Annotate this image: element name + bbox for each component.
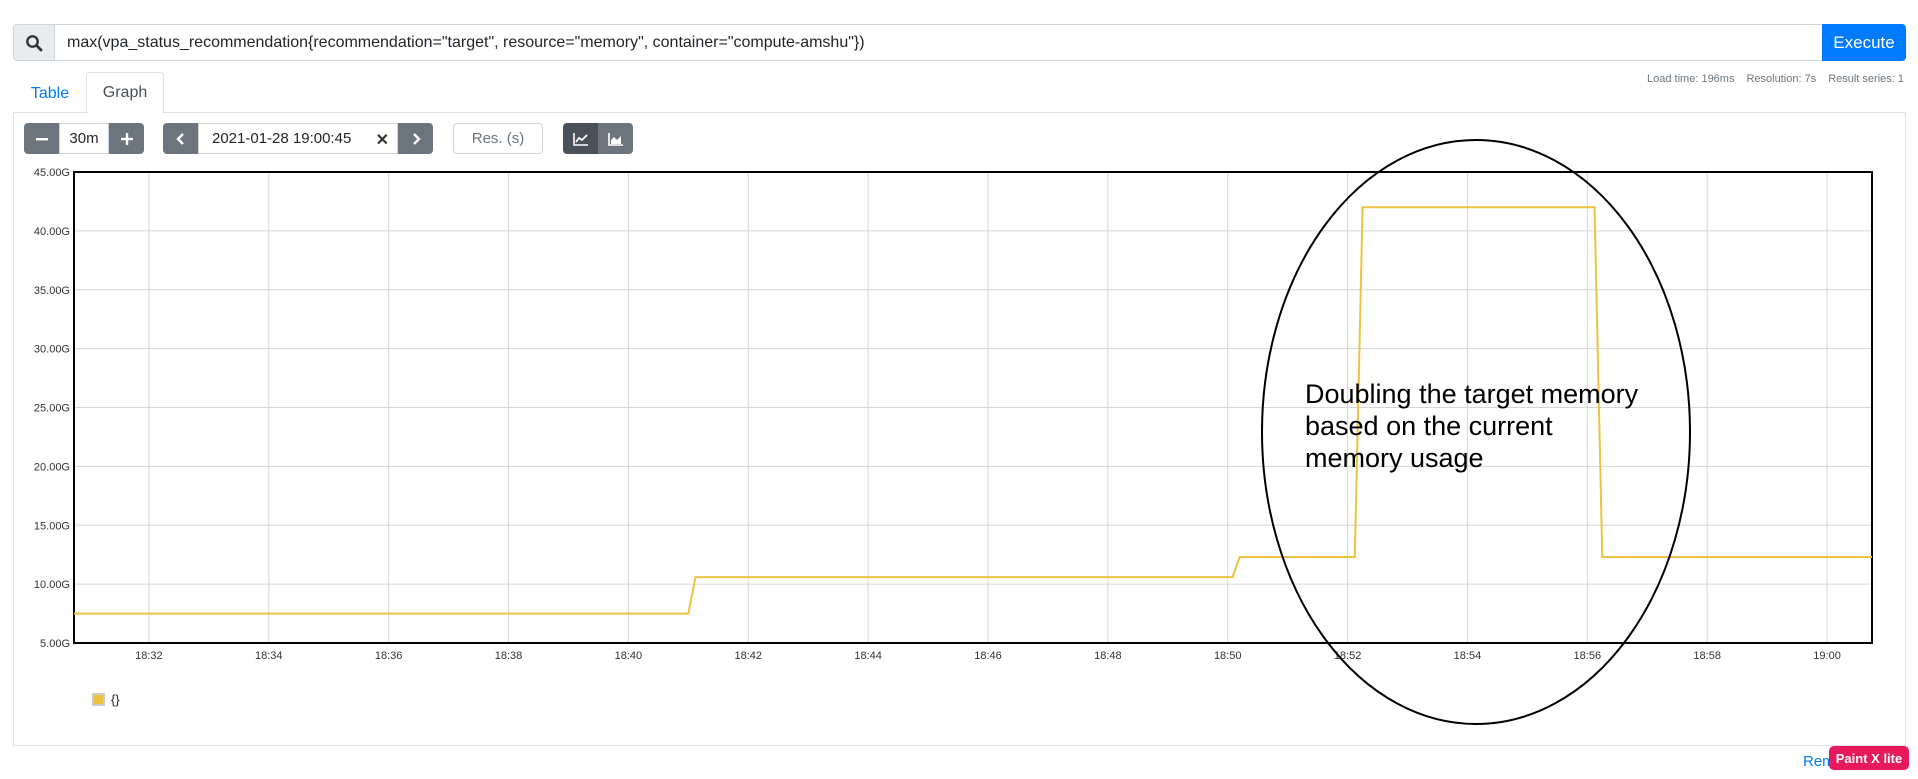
annotation-line: Doubling the target memory — [1305, 379, 1639, 409]
expression-input[interactable]: max(vpa_status_recommendation{recommenda… — [55, 24, 1822, 61]
x-tick-label: 18:58 — [1693, 650, 1721, 662]
resolution-input[interactable]: Res. (s) — [453, 123, 543, 154]
end-time-control: 2021-01-28 19:00:45 ✕ — [163, 123, 433, 154]
x-tick-label: 18:44 — [854, 650, 882, 662]
end-time-value: 2021-01-28 19:00:45 — [212, 130, 352, 147]
clear-icon[interactable]: ✕ — [375, 132, 389, 149]
x-tick-label: 18:50 — [1214, 650, 1242, 662]
annotation-line: based on the current — [1305, 411, 1553, 441]
range-control: 30m — [24, 123, 144, 154]
y-tick-label: 20.00G — [34, 461, 70, 473]
x-tick-label: 18:54 — [1454, 650, 1482, 662]
x-tick-label: 18:36 — [375, 650, 403, 662]
y-tick-label: 40.00G — [34, 226, 70, 238]
x-tick-label: 18:34 — [255, 650, 283, 662]
increase-range-button[interactable] — [109, 123, 144, 154]
chevron-right-icon — [412, 132, 421, 145]
tab-table[interactable]: Table — [30, 85, 70, 102]
graph-panel — [13, 112, 1906, 746]
y-tick-label: 30.00G — [34, 344, 70, 356]
result-series: Result series: 1 — [1828, 73, 1904, 85]
x-tick-label: 18:46 — [974, 650, 1002, 662]
reset-link[interactable]: Rem — [1803, 753, 1835, 770]
execute-button[interactable]: Execute — [1822, 24, 1906, 61]
query-stats: Load time: 196ms Resolution: 7s Result s… — [1647, 73, 1904, 85]
legend-label[interactable]: {} — [111, 692, 120, 707]
range-input[interactable]: 30m — [59, 123, 109, 154]
chevron-left-icon — [175, 132, 184, 145]
resolution: Resolution: 7s — [1746, 73, 1817, 85]
decrease-range-button[interactable] — [24, 123, 59, 154]
search-icon — [13, 24, 55, 61]
annotation-ellipse — [1261, 139, 1691, 725]
y-tick-label: 35.00G — [34, 285, 70, 297]
x-tick-label: 18:42 — [734, 650, 762, 662]
legend-swatch — [92, 693, 105, 706]
annotation-text: Doubling the target memory based on the … — [1305, 378, 1638, 474]
stacked-chart-button[interactable] — [598, 123, 633, 154]
annotation-line: memory usage — [1305, 443, 1484, 473]
plus-icon — [120, 132, 133, 145]
x-tick-label: 19:00 — [1813, 650, 1841, 662]
area-chart-icon — [607, 132, 623, 146]
line-chart-icon — [572, 132, 588, 146]
paint-x-lite-badge: Paint X lite — [1829, 746, 1909, 770]
y-tick-label: 5.00G — [40, 638, 70, 650]
y-tick-label: 45.00G — [34, 167, 70, 179]
series-line[interactable] — [74, 206, 1872, 615]
tab-graph[interactable]: Graph — [86, 72, 164, 114]
earlier-button[interactable] — [163, 123, 198, 154]
x-tick-label: 18:56 — [1574, 650, 1602, 662]
chart-type-toggle — [563, 123, 633, 154]
x-tick-label: 18:40 — [615, 650, 643, 662]
load-time: Load time: 196ms — [1647, 73, 1735, 85]
x-tick-label: 18:38 — [495, 650, 523, 662]
line-chart-button[interactable] — [563, 123, 598, 154]
x-tick-label: 18:48 — [1094, 650, 1122, 662]
query-bar: max(vpa_status_recommendation{recommenda… — [13, 24, 1906, 61]
x-tick-label: 18:32 — [135, 650, 163, 662]
y-tick-label: 25.00G — [34, 403, 70, 415]
plot-frame — [73, 171, 1873, 644]
end-time-input[interactable]: 2021-01-28 19:00:45 ✕ — [198, 123, 398, 154]
y-tick-label: 10.00G — [34, 579, 70, 591]
later-button[interactable] — [398, 123, 433, 154]
minus-icon — [35, 137, 48, 140]
legend: {} — [92, 692, 120, 707]
y-tick-label: 15.00G — [34, 520, 70, 532]
